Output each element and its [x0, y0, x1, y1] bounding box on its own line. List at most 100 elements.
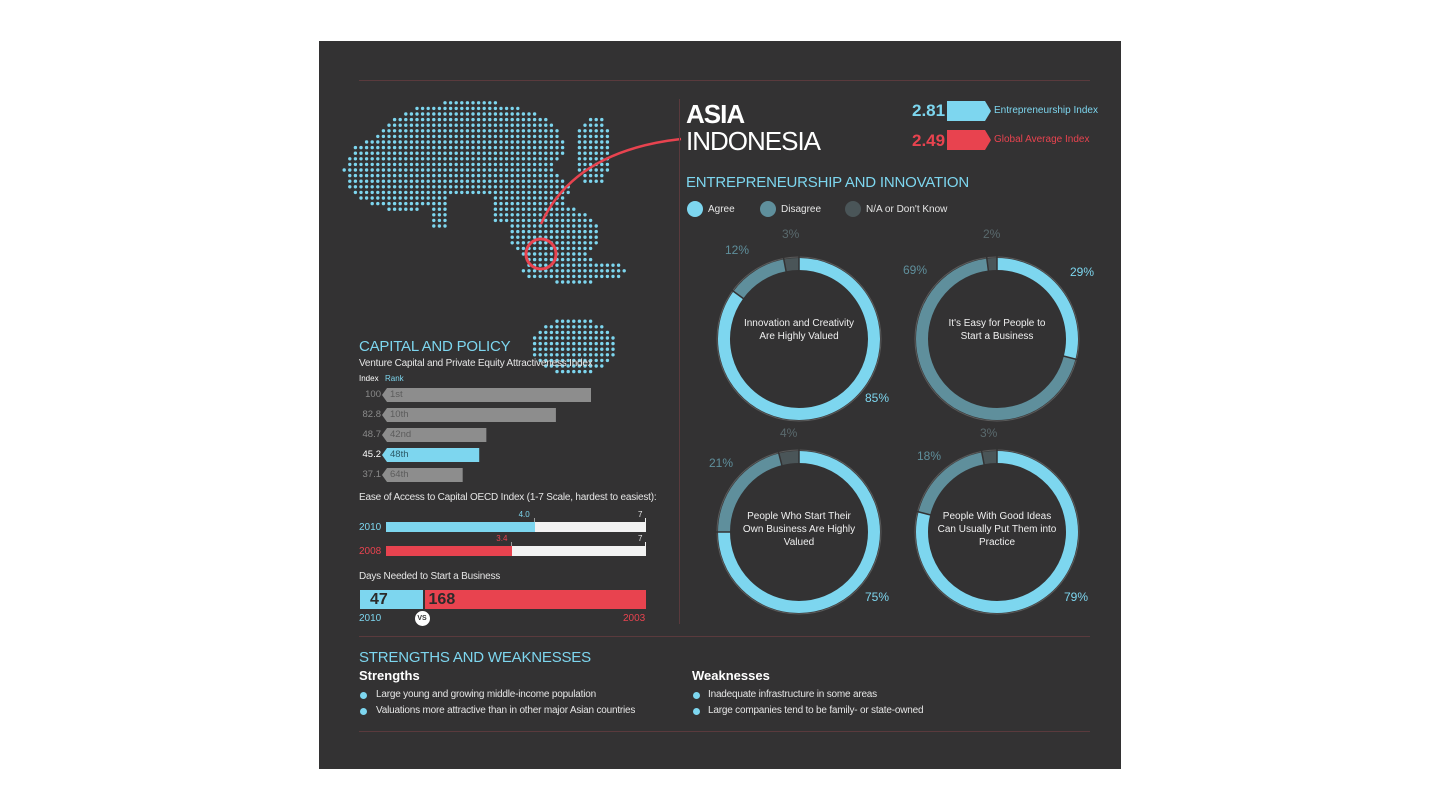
legend-agree-label: Agree [708, 204, 735, 215]
oecd-year-2008: 2008 [359, 546, 382, 557]
legend-na-label: N/A or Don't Know [866, 204, 948, 215]
oecd-bar-fill [386, 522, 535, 532]
donut-4-na-pct: 3% [980, 426, 998, 440]
weakness-item: Large companies tend to be family- or st… [708, 705, 924, 716]
entrepreneurship-index-value: 2.81 [912, 101, 946, 120]
legend-disagree-label: Disagree [781, 204, 822, 215]
days-title: Days Needed to Start a Business [359, 571, 501, 582]
global-index-label: Global Average Index [994, 134, 1090, 145]
donut-3-na-pct: 4% [780, 426, 798, 440]
oecd-bar-end-tick [645, 542, 646, 556]
donut-2-slice-agree [996, 258, 1078, 360]
vc-rank-label: 42nd [390, 429, 412, 440]
vc-index-value: 48.7 [362, 429, 382, 440]
region-title: ASIA [686, 99, 745, 129]
donut-2-slice-disagree [916, 258, 1076, 420]
indonesia-highlight-circle [524, 237, 558, 271]
oecd-bar-end-tick [645, 518, 646, 532]
donut-3-slice-disagree [718, 453, 783, 533]
strength-item: Large young and growing middle-income po… [376, 689, 596, 700]
global-index-bar [947, 130, 991, 150]
weakness-bullet [693, 692, 700, 699]
donut-3-agree-pct: 75% [865, 590, 890, 604]
donut-2-na-pct: 2% [983, 227, 1001, 241]
donut-1-na-pct: 3% [782, 227, 800, 241]
vc-bar [382, 448, 480, 462]
vc-index-value: 82.8 [362, 409, 382, 420]
donut-1-separator [729, 288, 746, 301]
donut-3-title: People Who Start Their Own Business Are … [742, 511, 856, 548]
donut-1-slice-disagree [733, 259, 787, 299]
strength-bullet [360, 692, 367, 699]
donut-1-slice-n-a-or-don-t-know [783, 258, 800, 272]
oecd-bar-track [386, 546, 646, 556]
sw-bottom-divider [359, 731, 1090, 732]
donut-charts [714, 254, 1080, 615]
donut-3-slice-agree [718, 451, 880, 613]
entrepreneurship-index-bar [947, 101, 991, 121]
donut-2-disagree-pct: 69% [903, 263, 928, 277]
donut-3-disagree-pct: 21% [709, 456, 734, 470]
vc-index-title: Venture Capital and Private Equity Attra… [359, 358, 593, 369]
oecd-value-label: 4.0 [518, 510, 530, 519]
donut-4-title: People With Good Ideas Can Usually Put T… [937, 511, 1057, 548]
vc-bar [382, 468, 463, 482]
oecd-value-label: 3.4 [496, 534, 508, 543]
oecd-bar-fill [386, 546, 513, 556]
vc-bar [382, 388, 591, 402]
donut-4-slice-agree [916, 451, 1078, 613]
days-year-2003: 2003 [623, 613, 646, 624]
strength-bullet [360, 708, 367, 715]
donut-4-agree-pct: 79% [1064, 590, 1089, 604]
days-year-2010: 2010 [359, 613, 382, 624]
oecd-value-tick [511, 542, 513, 546]
days-bar-2010 [360, 590, 423, 609]
sw-top-divider [359, 636, 1090, 637]
vs-badge: VS [414, 611, 430, 626]
donut-1-title: Innovation and Creativity Are Highly Val… [743, 318, 855, 342]
donut-4-slice-disagree [918, 452, 985, 516]
donut-1-slice-agree [718, 258, 880, 420]
global-index-value: 2.49 [912, 131, 946, 150]
strengths-title: Strengths [359, 668, 420, 683]
sw-title: STRENGTHS AND WEAKNESSES [359, 649, 591, 666]
donut-2-separator [1061, 354, 1080, 361]
weakness-item: Inadequate infrastructure in some areas [708, 689, 877, 700]
donut-2-title: It's Easy for People to Start a Business [948, 318, 1046, 342]
top-divider [359, 80, 1090, 81]
oecd-max-label: 7 [638, 534, 643, 543]
donut-4-disagree-pct: 18% [917, 449, 942, 463]
vc-index-header: Index [359, 374, 379, 383]
days-value-2003: 168 [428, 591, 456, 608]
weaknesses-title: Weaknesses [692, 668, 770, 683]
vc-index-value: 45.2 [362, 449, 382, 460]
days-value-2010: 47 [370, 591, 388, 608]
vc-rank-header: Rank [385, 374, 404, 383]
legend-na-swatch [845, 201, 861, 217]
donut-3-separator [777, 449, 784, 468]
infographic-panel: ASIA INDONESIA 2.81 Entrepreneurship Ind… [319, 41, 1121, 769]
vc-rank-label: 10th [390, 409, 409, 420]
weakness-bullet [693, 708, 700, 715]
vertical-divider [679, 99, 680, 624]
innovation-title: ENTREPRENEURSHIP AND INNOVATION [686, 174, 970, 191]
capital-title: CAPITAL AND POLICY [359, 338, 511, 355]
oecd-value-tick [533, 518, 535, 522]
country-title: INDONESIA [686, 126, 821, 156]
donut-4-slice-n-a-or-don-t-know [981, 451, 998, 465]
oecd-title: Ease of Access to Capital OECD Index (1-… [359, 492, 657, 503]
oecd-year-2010: 2010 [359, 522, 382, 533]
donut-4-separator [980, 448, 986, 467]
donut-2-separator [985, 254, 990, 273]
oecd-max-label: 7 [638, 510, 643, 519]
donut-3-slice-n-a-or-don-t-know [778, 451, 800, 466]
vc-index-value: 100 [365, 389, 381, 400]
donut-2-slice-n-a-or-don-t-know [986, 258, 998, 271]
donut-1-agree-pct: 85% [865, 391, 890, 405]
map-connector [524, 137, 682, 271]
days-bar-2003 [424, 590, 646, 609]
vc-index-value: 37.1 [362, 469, 382, 480]
asia-dot-map [342, 101, 626, 374]
vc-rank-label: 48th [390, 449, 409, 460]
vc-rank-label: 64th [390, 469, 409, 480]
